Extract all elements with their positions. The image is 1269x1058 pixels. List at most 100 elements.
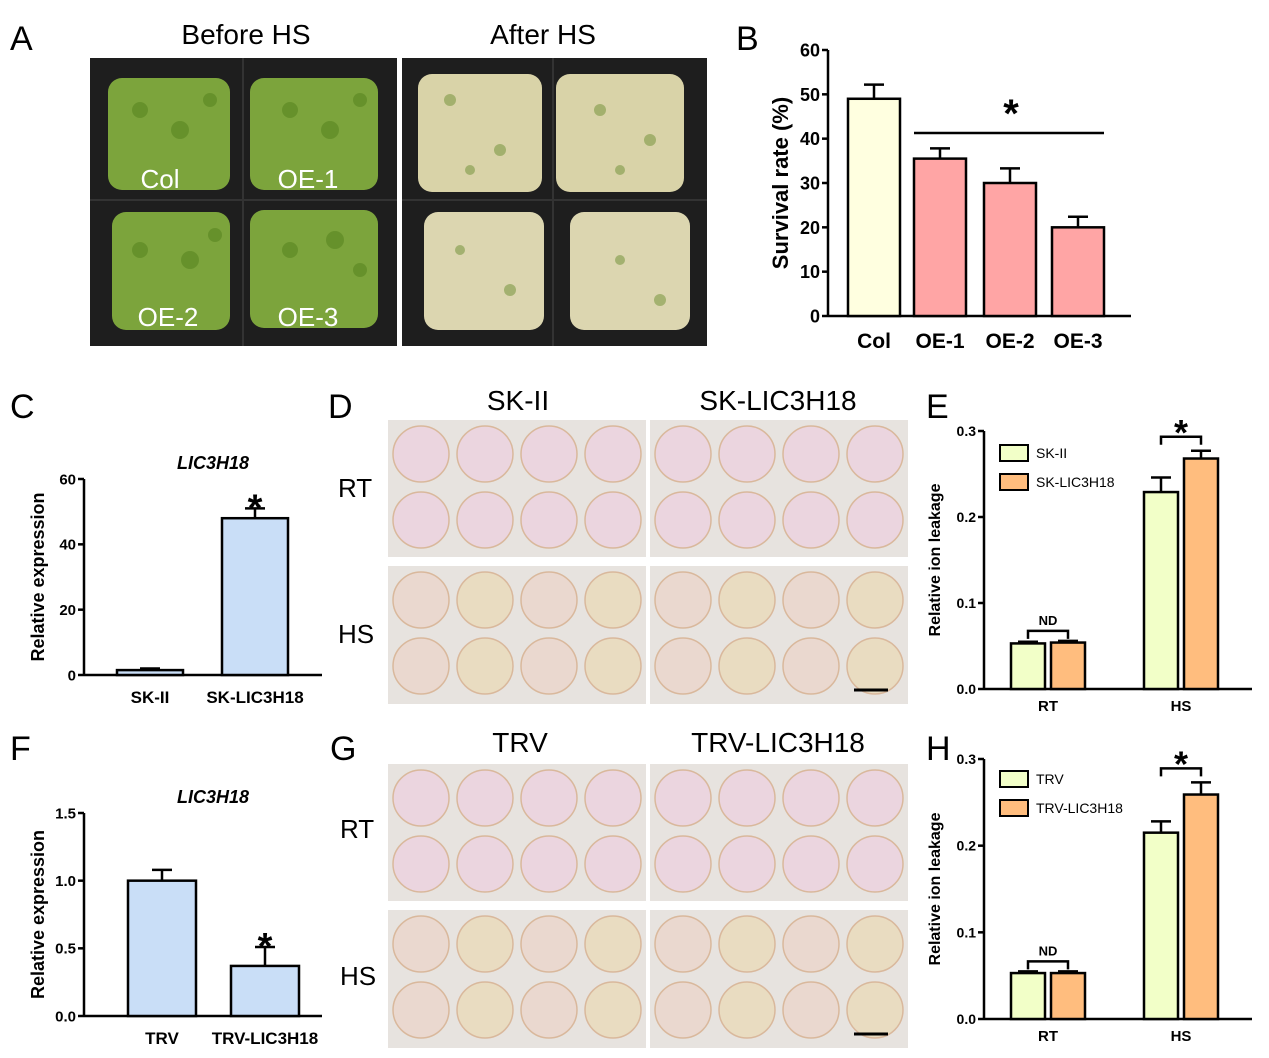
photo-g-leaf-disc — [392, 981, 450, 1039]
photo-d-leaf-disc — [782, 571, 840, 629]
plate-oe1-before — [250, 78, 378, 190]
chart-b-y-tick-label: 20 — [800, 218, 820, 238]
photo-d-leaf-disc — [846, 637, 904, 695]
photo-g-leaf-disc — [392, 769, 450, 827]
photo-d-leaf-disc — [718, 571, 776, 629]
chart-f-y-tick-label: 0.5 — [55, 941, 76, 958]
chart-c-y-tick-label: 60 — [59, 471, 76, 488]
chart-e-legend-label: SK-II — [1036, 445, 1067, 461]
photo-d-leaf-disc — [520, 637, 578, 695]
photo-g-leaf-disc — [782, 981, 840, 1039]
photo-g-leaf-disc — [584, 981, 642, 1039]
photo-g-leaf-disc — [718, 835, 776, 893]
chart-e-y-tick-label: 0.0 — [957, 681, 977, 697]
photo-d-leaf-disc — [456, 637, 514, 695]
photo-d-leaf-disc — [520, 491, 578, 549]
panel-label-e: E — [926, 388, 949, 426]
chart-e-bar — [1009, 642, 1047, 691]
photo-g-leaf-disc — [846, 915, 904, 973]
chart-b-y-tick-label: 50 — [800, 85, 820, 105]
photo-d-leaf-disc — [392, 425, 450, 483]
chart-h-legend-swatch — [999, 770, 1029, 788]
photo-d-leaf-disc — [846, 491, 904, 549]
photo-d-leaf-disc — [392, 491, 450, 549]
chart-h-legend-swatch — [999, 799, 1029, 817]
photo-d-leaf-disc — [654, 425, 712, 483]
chart-b-significance-star: * — [1003, 92, 1019, 136]
panel-label-f: F — [10, 730, 31, 768]
plate-oe3-after — [570, 212, 690, 330]
photo-g-leaf-disc — [584, 915, 642, 973]
chart-b: 0 10 20 30 40 50 60 Survival rate (%) Col OE-1 OE-… — [768, 40, 1131, 353]
chart-f-y-tick-label: 0.0 — [55, 1008, 76, 1025]
photo-g-leaf-disc — [456, 981, 514, 1039]
photo-d-row-rt: RT — [338, 473, 372, 503]
disc-photo-g — [388, 764, 908, 1048]
photo-g-leaf-disc — [654, 981, 712, 1039]
chart-e-y-axis-label: Relative ion leakage — [927, 483, 944, 636]
chart-b-y-tick-label: 40 — [800, 129, 820, 149]
photo-d-leaf-disc — [392, 571, 450, 629]
chart-e-bar — [1182, 457, 1220, 691]
chart-f-significance-star: * — [258, 926, 273, 968]
chart-b-bar — [982, 181, 1038, 318]
photo-label-oe3: OE-3 — [278, 302, 339, 332]
photo-g-leaf-disc — [520, 835, 578, 893]
plate-oe1-after — [556, 74, 684, 192]
plate-oe2-after — [424, 212, 544, 330]
chart-h-y-tick-label: 0.0 — [957, 1011, 977, 1027]
photo-d-leaf-disc — [846, 571, 904, 629]
chart-h-x-tick-label: RT — [1038, 1028, 1058, 1045]
chart-c-x-tick-label: SK-II — [131, 688, 170, 707]
chart-c-bar — [115, 668, 185, 677]
photo-d-leaf-disc — [456, 571, 514, 629]
photo-g-leaf-disc — [782, 769, 840, 827]
photo-g-row-rt: RT — [340, 814, 374, 844]
chart-b-y-tick-label: 0 — [810, 306, 820, 326]
photo-g-leaf-disc — [846, 981, 904, 1039]
chart-e-y-tick-label: 0.3 — [957, 423, 977, 439]
chart-h-y-tick-label: 0.3 — [957, 751, 977, 767]
photo-d-leaf-disc — [654, 491, 712, 549]
photo-d-leaf-disc — [584, 637, 642, 695]
photo-d-leaf-disc — [584, 491, 642, 549]
photo-g-leaf-disc — [782, 915, 840, 973]
photo-d-leaf-disc — [846, 425, 904, 483]
chart-c-title: LIC3H18 — [177, 453, 249, 473]
chart-f-bar — [229, 964, 301, 1018]
chart-h-bracket — [1026, 960, 1070, 970]
chart-e-legend-swatch — [999, 473, 1029, 491]
chart-c-y-tick-label: 20 — [59, 602, 76, 619]
panel-label-g: G — [330, 730, 356, 768]
chart-b-bar — [1050, 226, 1106, 318]
chart-b-x-tick-label: OE-1 — [915, 330, 964, 353]
chart-b-y-tick-label: 10 — [800, 262, 820, 282]
chart-h-legend-label: TRV — [1036, 771, 1064, 787]
photo-label-oe2: OE-2 — [138, 302, 199, 332]
chart-e: 0.0 0.1 0.2 0.3 Relative ion leakage RT HS SK-I… — [927, 412, 1252, 715]
chart-b-y-axis-label: Survival rate (%) — [768, 97, 793, 269]
photo-a-title-before: Before HS — [181, 19, 310, 50]
disc-photo-d — [388, 420, 908, 704]
photo-d-title-left: SK-II — [487, 385, 549, 416]
chart-e-bracket — [1026, 629, 1070, 639]
photo-g-title-right: TRV-LIC3H18 — [691, 727, 865, 758]
photo-d-leaf-disc — [584, 571, 642, 629]
photo-d-leaf-disc — [782, 491, 840, 549]
photo-label-col: Col — [140, 164, 179, 194]
photo-g-leaf-disc — [846, 769, 904, 827]
chart-h-y-tick-label: 0.1 — [957, 924, 977, 940]
photo-g-leaf-disc — [456, 835, 514, 893]
photo-g-leaf-disc — [654, 835, 712, 893]
photo-label-oe1: OE-1 — [278, 164, 339, 194]
chart-b-x-tick-label: OE-2 — [985, 330, 1034, 353]
photo-g-leaf-disc — [520, 769, 578, 827]
chart-f-bar — [126, 879, 198, 1018]
chart-f-y-tick-label: 1.0 — [55, 873, 76, 890]
chart-b-y-tick-label: 60 — [800, 40, 820, 60]
plate-col-after — [418, 74, 542, 192]
chart-e-legend-swatch — [999, 444, 1029, 462]
photo-a-title-after: After HS — [490, 19, 596, 50]
chart-h-bar — [1142, 831, 1180, 1021]
photo-g-leaf-disc — [654, 769, 712, 827]
